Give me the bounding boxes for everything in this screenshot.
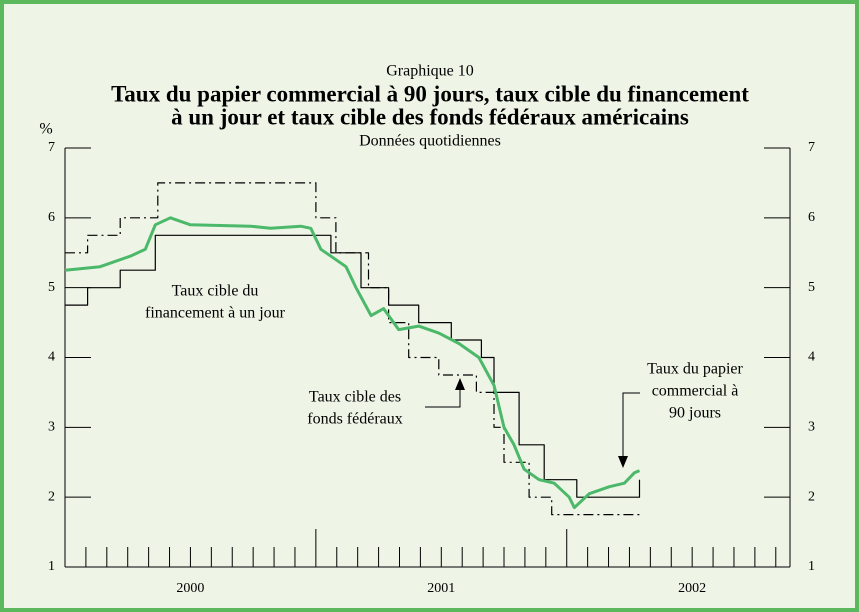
y-tick-label: 2 — [48, 489, 55, 504]
y-tick-label: 7 — [808, 140, 815, 155]
x-tick-label: 2000 — [176, 581, 204, 596]
series-line — [65, 234, 641, 498]
annotation: Taux du papier — [647, 361, 743, 378]
y-tick-label: 6 — [808, 210, 815, 225]
y-tick-label: 7 — [48, 140, 55, 155]
series-line — [65, 182, 640, 516]
annotation: 90 jours — [669, 405, 721, 422]
series-line — [64, 216, 641, 510]
annotation: commercial à — [652, 383, 739, 400]
y-tick-label: 3 — [48, 420, 55, 435]
y-tick-label: 5 — [48, 280, 55, 295]
chart-title: Taux du papier commercial à 90 jours, ta… — [111, 81, 749, 106]
y-tick-label: 3 — [808, 420, 815, 435]
annotation: fonds fédéraux — [307, 411, 403, 428]
y-tick-label: 4 — [808, 350, 815, 365]
y-tick-label: 2 — [808, 489, 815, 504]
y-axis-label: % — [39, 121, 52, 138]
arrow — [622, 392, 640, 458]
chart-subtitle: Données quotidiennes — [359, 133, 501, 150]
annotation: financement à un jour — [145, 305, 286, 322]
chart-header: Graphique 10 — [386, 63, 474, 80]
y-tick-label: 6 — [48, 210, 55, 225]
x-tick-label: 2001 — [427, 581, 455, 596]
plot: 1 1 2 2 3 3 4 4 5 5 6 6 7 7 2000 2001 2002 — [48, 140, 815, 596]
x-tick-label: 2002 — [678, 581, 706, 596]
annotation: Taux cible des — [309, 389, 401, 406]
y-tick-label: 4 — [48, 350, 55, 365]
y-tick-label: 1 — [48, 559, 55, 574]
chart-title: à un jour et taux cible des fonds fédéra… — [171, 104, 689, 129]
annotation: Taux cible du — [172, 283, 259, 300]
arrow-head — [618, 456, 628, 468]
y-tick-label: 5 — [808, 280, 815, 295]
y-tick-label: 1 — [808, 559, 815, 574]
arrow-head — [455, 378, 465, 390]
arrow — [425, 388, 461, 408]
